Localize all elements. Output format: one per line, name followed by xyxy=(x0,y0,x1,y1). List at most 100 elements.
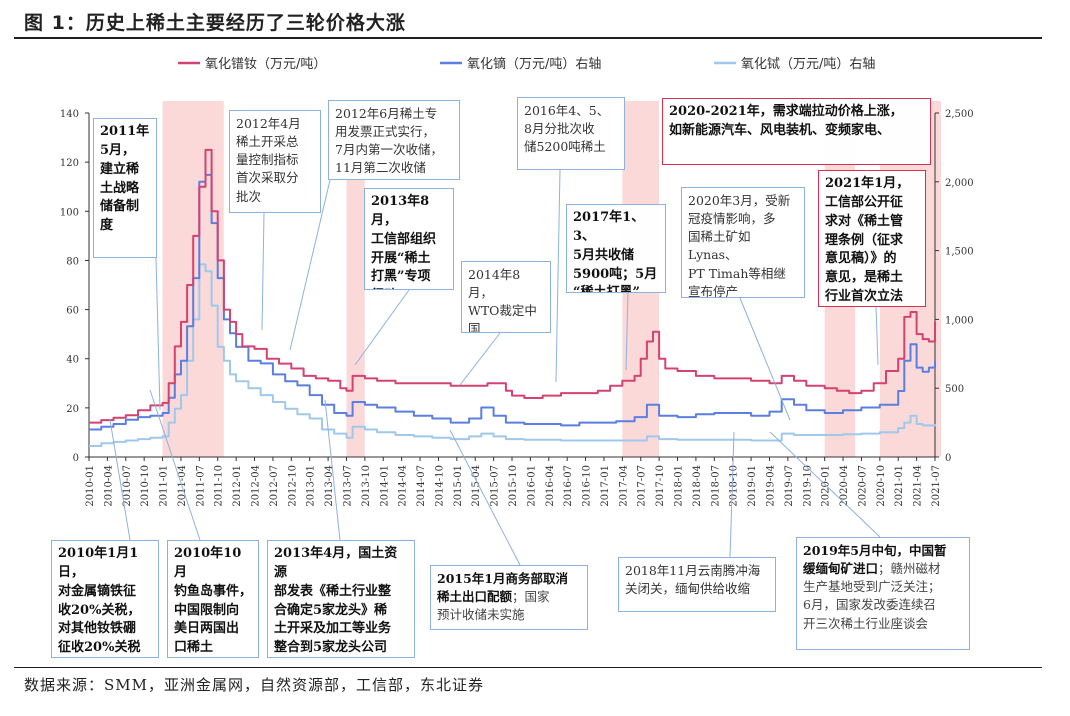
x-tick-label: 2014-04 xyxy=(398,465,409,507)
x-tick-label: 2011-07 xyxy=(195,465,206,507)
annotation-line: 土战略 xyxy=(100,180,140,196)
connector-line-5 xyxy=(459,332,501,386)
annotation-line: 理条例（征求 xyxy=(825,232,904,248)
annotation-line: 2011年 xyxy=(100,124,150,139)
x-tick-label: 2012-01 xyxy=(232,465,243,507)
annotation-box: 2020年3月，受新 冠疫情影响，多 国稀土矿如Lynas、 PT Timah等相继宣… xyxy=(681,187,805,298)
annotation-line: 部发表《稀土行业整 xyxy=(274,583,392,599)
annotation-line: 开三次稀土行业座谈会 xyxy=(803,615,929,631)
annotation-line: 2012年4月 xyxy=(236,116,301,131)
x-tick-label: 2010-10 xyxy=(140,465,151,507)
connector-line-1 xyxy=(155,257,161,411)
annotation-line: 2020年3月，受新 xyxy=(688,193,791,208)
x-tick-label: 2017-01 xyxy=(600,465,611,507)
x-tick-label: 2012-07 xyxy=(269,465,280,507)
annotation-line: 11月第二次收储 xyxy=(335,160,426,176)
left-tick-label: 120 xyxy=(60,158,79,169)
x-tick-label: 2020-10 xyxy=(876,465,887,507)
connector-line-14 xyxy=(729,431,735,558)
annotation-box: 2010年1月1日， 对金属镝铁征 收20%关税， 对其他钕铁硼 征收20%关税 xyxy=(51,540,159,658)
left-tick-label: 0 xyxy=(73,453,79,464)
right-tick-label: 500 xyxy=(945,384,964,395)
x-tick-label: 2017-10 xyxy=(655,465,666,507)
connector-line-9 xyxy=(875,306,879,366)
left-tick-label: 100 xyxy=(60,207,79,218)
annotation-line: 中国限制向 xyxy=(174,602,240,618)
annotation-normal: ；赣州磁材 xyxy=(878,561,941,577)
x-tick-label: 2021-04 xyxy=(913,465,924,507)
annotation-line: “稀土打黑” xyxy=(573,285,640,293)
annotation-line: 2017年1、3、 xyxy=(573,210,645,244)
x-tick-label: 2012-10 xyxy=(287,465,298,507)
annotation-line: 量控制指标 xyxy=(236,152,299,168)
annotation-box: 2014年8月，WTO裁定中国稀土案败诉 xyxy=(461,261,551,333)
right-tick-label: 0 xyxy=(945,453,951,464)
x-tick-label: 2018-04 xyxy=(692,465,703,507)
annotation-normal: ；国家 xyxy=(512,589,550,605)
connector-line-12 xyxy=(324,399,341,541)
left-tick-label: 140 xyxy=(60,109,79,120)
annotation-box: 2012年6月稀土专 用发票正式实行， 7月内第一次收储， 11月第二次收储 xyxy=(328,100,460,180)
annotation-line: 宣布停产 xyxy=(688,283,739,298)
connector-line-11 xyxy=(149,389,201,541)
annotation-line: 对其他钕铁硼 xyxy=(58,621,137,637)
x-tick-label: 2010-07 xyxy=(122,465,133,507)
annotation-line: 建立稀 xyxy=(100,161,140,177)
x-tick-label: 2016-01 xyxy=(526,465,537,507)
connector-line-3 xyxy=(289,179,331,351)
annotation-line: 2013年4月，国土资源 xyxy=(274,546,398,580)
annotation-box: 2011年 5月， 建立稀 土战略 储备制度 xyxy=(93,118,157,258)
x-tick-label: 2013-07 xyxy=(342,465,353,507)
annotation-line: 5月共收储 xyxy=(573,247,635,263)
annotation-bold: 缓缅甸矿进口 xyxy=(803,561,879,577)
annotation-box: 2021年1月， 工信部公开征 求对《稀土管 理条例（征求 意见稿）》的 意见，是稀土 行业… xyxy=(818,170,926,307)
annotation-line: 国稀土矿如Lynas、 xyxy=(688,229,751,263)
x-tick-label: 2015-07 xyxy=(490,465,501,507)
annotation-box: 2013年4月，国土资源 部发表《稀土行业整 合确定5家龙头》稀 土开采及加工等业务整… xyxy=(267,540,415,658)
series-line-3 xyxy=(89,263,936,447)
connector-line-4 xyxy=(354,289,410,366)
x-tick-label: 2015-04 xyxy=(471,465,482,507)
x-tick-label: 2016-10 xyxy=(582,465,593,507)
annotation-line: 2013年8月， xyxy=(371,194,430,228)
right-tick-label: 2,000 xyxy=(945,178,974,189)
legend-label-2: 氧化镝（万元/吨）右轴 xyxy=(467,56,601,72)
annotation-box: 2017年1、3、 5月共收储 5900吨；5月 “稀土打黑” xyxy=(566,204,666,293)
annotation-box: 2012年4月 稀土开采总 量控制指标 首次采取分 批次 xyxy=(229,110,321,213)
annotation-line: 批次 xyxy=(236,188,262,204)
x-tick-label: 2021-01 xyxy=(894,465,905,507)
x-tick-label: 2019-07 xyxy=(784,465,795,507)
annotation-bold: 2015年1月商务部取消 xyxy=(437,571,568,586)
annotation-box: 2020-2021年，需求端拉动价格上涨， 如新能源汽车、风电装机、变频家电、 xyxy=(662,98,931,165)
annotation-line: 如新能源汽车、风电装机、变频家电、 xyxy=(669,122,891,138)
right-tick-label: 1,500 xyxy=(945,247,974,258)
x-tick-label: 2018-01 xyxy=(674,465,685,507)
annotation-line: 储5200吨稀土 xyxy=(524,139,606,155)
legend-label-3: 氧化铽（万元/吨）右轴 xyxy=(741,57,875,72)
x-tick-label: 2021-07 xyxy=(931,465,942,507)
connector-line-10 xyxy=(109,419,131,541)
annotation-line: 整合到5家龙头公司 xyxy=(274,640,388,656)
connector-line-8 xyxy=(739,297,791,421)
x-tick-label: 2019-01 xyxy=(747,465,758,507)
annotation-box: 2015年1月商务部取消 稀土出口配额；国家 预计收储未实施 xyxy=(430,565,588,630)
annotation-line: WTO裁定中国 xyxy=(468,303,537,333)
connector-line-7 xyxy=(625,292,629,371)
annotation-line: 首次采取分 xyxy=(236,170,299,186)
annotation-line: 合确定5家龙头》稀 xyxy=(274,602,388,618)
x-tick-label: 2010-04 xyxy=(103,465,114,507)
annotation-line: 口稀土 xyxy=(174,640,214,656)
annotation-line: 2010年10月 xyxy=(174,546,242,580)
x-tick-label: 2013-10 xyxy=(361,465,372,507)
annotation-line: 5月， xyxy=(100,142,136,158)
annotation-bold: 2019年5月中旬，中国暂 xyxy=(803,543,947,558)
x-tick-label: 2014-10 xyxy=(434,465,445,507)
annotation-box: 2018年11月云南腾冲海 关闭关，缅甸供给收缩 xyxy=(618,557,776,612)
annotation-line: 5900吨；5月 xyxy=(573,266,658,282)
annotation-line: PT Timah等相继 xyxy=(688,265,786,281)
annotation-line: 用发票正式实行， xyxy=(335,124,436,140)
x-tick-label: 2012-04 xyxy=(251,465,262,507)
x-tick-label: 2014-07 xyxy=(416,465,427,507)
annotation-line: 美日两国出 xyxy=(174,621,240,637)
